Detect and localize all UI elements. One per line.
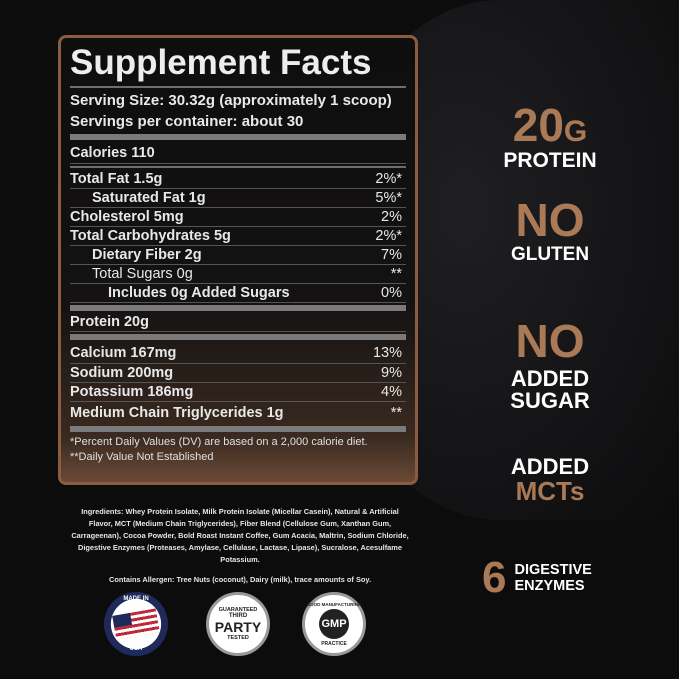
calories: Calories 110 <box>70 145 155 161</box>
fact-row: Total Fat 1.5g 2%* <box>70 170 406 189</box>
fact-row: Dietary Fiber 2g 7% <box>70 246 406 265</box>
added-label: ADDED <box>510 366 590 391</box>
nutrient-label: Includes 0g Added Sugars <box>108 285 290 301</box>
footnote-not-established: **Daily Value Not Established <box>70 451 214 463</box>
nutrient-label: Sodium 200mg <box>70 365 174 381</box>
badge-text: GUARANTEED <box>218 607 258 613</box>
digestive-label: DIGESTIVE <box>514 562 592 578</box>
daily-value: 2%* <box>375 171 402 187</box>
nutrient-label: Cholesterol 5mg <box>70 209 184 225</box>
third-party-tested-badge: GUARANTEED THIRD PARTY TESTED <box>206 592 270 656</box>
fact-row: Cholesterol 5mg 2% <box>70 208 406 227</box>
fact-row: Protein 20g <box>70 313 406 332</box>
gmp-badge: GOOD MANUFACTURING GMP PRACTICE <box>302 592 366 656</box>
daily-value: 2%* <box>375 228 402 244</box>
divider-thick <box>70 334 406 340</box>
fact-row: Potassium 186mg 4% <box>70 383 406 402</box>
daily-value: 7% <box>381 247 402 263</box>
fact-row: Calcium 167mg 13% <box>70 342 406 364</box>
nutrient-label: Protein 20g <box>70 314 149 330</box>
claim-no-gluten: NO GLUTEN <box>480 197 620 264</box>
nutrient-label: Total Sugars 0g <box>92 266 193 282</box>
no-text: NO <box>515 194 585 246</box>
claim-protein: 20G PROTEIN <box>480 102 620 171</box>
divider <box>70 166 406 168</box>
divider-thick <box>70 305 406 311</box>
badge-text: PRACTICE <box>321 640 347 647</box>
nutrient-label: Total Fat 1.5g <box>70 171 163 187</box>
made-in-usa-badge: MADE IN USA <box>104 592 168 656</box>
daily-value: 4% <box>381 384 402 400</box>
fact-row: Total Sugars 0g ** <box>70 265 406 284</box>
daily-value: 2% <box>381 209 402 225</box>
calories-row: Calories 110 <box>70 142 406 164</box>
badge-text: GMP <box>319 608 349 639</box>
claim-no-added-sugar: NO ADDED SUGAR <box>480 318 620 412</box>
daily-value: ** <box>390 405 402 421</box>
ingredients-block: Ingredients: Whey Protein Isolate, Milk … <box>70 506 410 586</box>
gluten-label: GLUTEN <box>510 244 590 265</box>
protein-label: PROTEIN <box>503 149 597 172</box>
nutrient-label: Potassium 186mg <box>70 384 194 400</box>
enzymes-label: ENZYMES <box>514 578 585 594</box>
sugar-label: SUGAR <box>510 388 590 413</box>
badge-text: USA <box>129 646 143 652</box>
daily-value: 5%* <box>375 190 402 206</box>
mcts-label: MCTs <box>515 476 585 506</box>
nutrient-label: Saturated Fat 1g <box>92 190 206 206</box>
daily-value: 13% <box>372 345 402 361</box>
added-label: ADDED <box>510 454 590 479</box>
protein-unit: G <box>563 115 588 148</box>
supplement-facts-panel: Supplement Facts Serving Size: 30.32g (a… <box>58 35 418 485</box>
fact-row: Medium Chain Triglycerides 1g ** <box>70 402 406 424</box>
serving-size: Serving Size: 30.32g (approximately 1 sc… <box>70 92 392 109</box>
claim-digestive-enzymes: 6 DIGESTIVE ENZYMES <box>482 556 632 600</box>
fact-row: Includes 0g Added Sugars 0% <box>70 284 406 303</box>
divider-thick <box>70 134 406 140</box>
badge-text: MADE IN <box>123 596 149 602</box>
servings-per-container: Servings per container: about 30 <box>70 113 304 130</box>
badge-text: TESTED <box>227 635 249 641</box>
facts-title: Supplement Facts <box>70 43 372 82</box>
daily-value: 9% <box>381 365 402 381</box>
protein-number: 20 <box>512 99 564 151</box>
badge-text: PARTY <box>214 619 262 635</box>
divider-thick <box>70 426 406 432</box>
nutrient-label: Medium Chain Triglycerides 1g <box>70 405 284 421</box>
divider <box>70 86 406 88</box>
no-text: NO <box>515 315 585 367</box>
nutrient-label: Dietary Fiber 2g <box>92 247 202 263</box>
badge-text: THIRD <box>228 613 248 619</box>
badge-text: GOOD MANUFACTURING <box>306 601 362 607</box>
us-flag-icon <box>112 608 160 640</box>
footnote-dv: *Percent Daily Values (DV) are based on … <box>70 436 368 448</box>
fact-row: Total Carbohydrates 5g 2%* <box>70 227 406 246</box>
allergen-text: Contains Allergen: Tree Nuts (coconut), … <box>109 575 371 584</box>
ingredients-text: Ingredients: Whey Protein Isolate, Milk … <box>71 507 409 564</box>
nutrient-label: Calcium 167mg <box>70 345 177 361</box>
enzymes-number: 6 <box>482 553 507 602</box>
fact-row: Saturated Fat 1g 5%* <box>70 189 406 208</box>
daily-value: ** <box>390 266 402 282</box>
daily-value: 0% <box>381 285 402 301</box>
fact-row: Sodium 200mg 9% <box>70 364 406 383</box>
claim-added-mcts: ADDED MCTs <box>480 454 620 506</box>
nutrient-label: Total Carbohydrates 5g <box>70 228 231 244</box>
